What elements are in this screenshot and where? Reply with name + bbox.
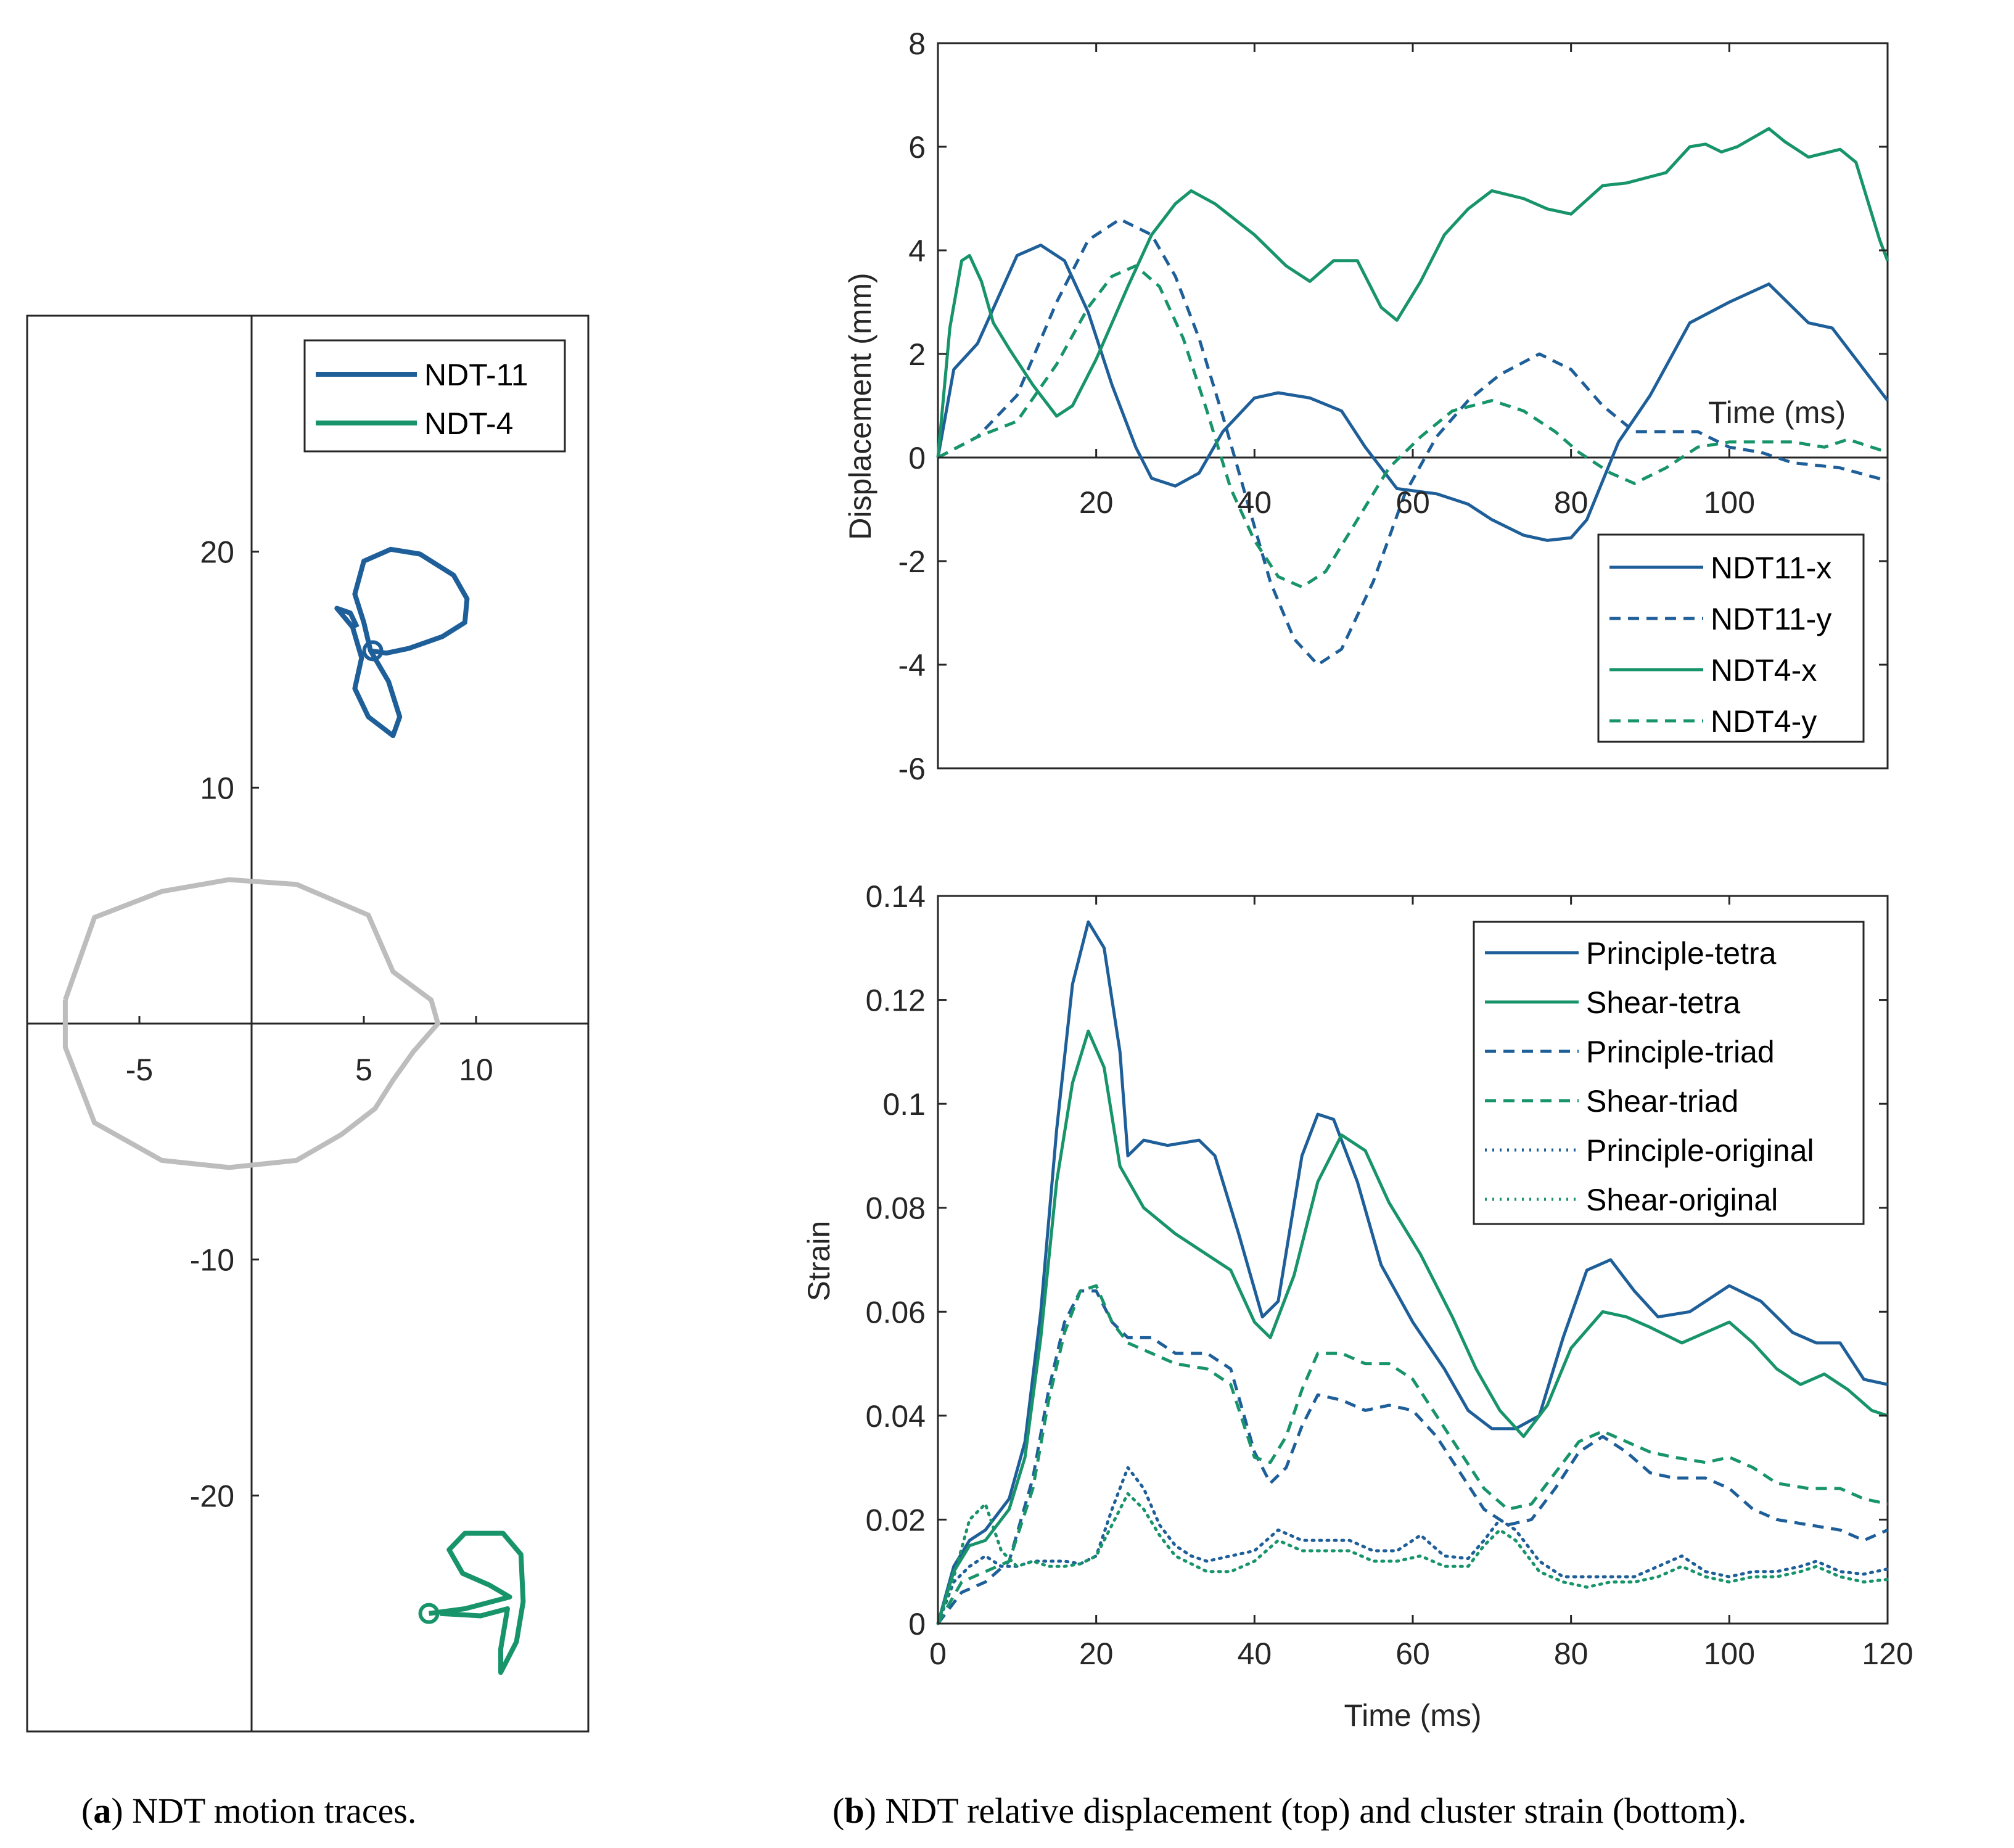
series-line-shear-triad <box>936 1284 1888 1625</box>
legend-label-shear-tetra: Shear-tetra <box>1586 985 1740 1020</box>
strain-xlabel: Time (ms) <box>1344 1698 1481 1733</box>
y-tick-label: -6 <box>898 752 926 786</box>
y-tick-label: -2 <box>898 544 926 579</box>
legend-label-shear-original: Shear-original <box>1586 1183 1778 1217</box>
legend-label-principle-triad: Principle-triad <box>1586 1035 1775 1069</box>
x-tick-label: 0 <box>929 1637 947 1671</box>
y-tick-label: 0.04 <box>866 1399 926 1434</box>
start-marker-ndt-11 <box>362 640 384 662</box>
strain-chart: 0 20 40 60 80 100 120 0 0.02 0.04 0.06 0.08 0.1 0.12 0… <box>802 879 1913 1733</box>
series-line-outline <box>62 877 441 1170</box>
legend-label-ndt-11: NDT-11 <box>424 358 528 392</box>
series-line-ndt-11 <box>334 546 470 739</box>
start-marker-ndt-4 <box>418 1603 440 1624</box>
x-tick-label: 60 <box>1395 485 1430 520</box>
caption-b: (b) NDT relative displacement (top) and … <box>832 1791 1746 1831</box>
series-line-ndt11-y <box>937 218 1888 667</box>
x-tick-label: 120 <box>1862 1637 1913 1671</box>
series-line-ndt-4 <box>429 1530 526 1675</box>
y-tick-label: 8 <box>908 27 926 61</box>
series-line-principle-triad <box>937 1289 1888 1625</box>
legend-label-principle-tetra: Principle-tetra <box>1586 936 1777 971</box>
x-tick-label: 20 <box>1079 1637 1114 1671</box>
y-tick-label: 0.02 <box>866 1503 926 1537</box>
x-tick-label: 80 <box>1554 1637 1589 1671</box>
y-tick-label: 0.14 <box>866 879 926 914</box>
series-line-shear-tetra <box>936 1029 1888 1624</box>
y-tick-label: 20 <box>200 535 234 570</box>
displacement-legend: NDT11-x NDT11-y NDT4-x NDT4-y <box>1597 533 1865 743</box>
legend-label-ndt-4: NDT-4 <box>424 406 513 441</box>
x-tick-label: 5 <box>355 1053 372 1087</box>
series-line-ndt4-x <box>936 127 1889 458</box>
y-tick-label: -4 <box>898 648 926 683</box>
x-tick-label: 40 <box>1238 485 1272 520</box>
legend-box <box>303 339 566 453</box>
strain-ylabel: Strain <box>802 1221 836 1302</box>
x-tick-label: 100 <box>1704 485 1755 520</box>
legend-box <box>1597 533 1865 743</box>
y-tick-label: 0.1 <box>882 1087 926 1122</box>
x-tick-label: 40 <box>1238 1637 1272 1671</box>
legend-label-ndt11-y: NDT11-y <box>1711 602 1831 636</box>
series-line-ndt4-y <box>937 264 1888 589</box>
motion-traces-legend: NDT-11 NDT-4 <box>303 339 566 453</box>
legend-label-ndt4-y: NDT4-y <box>1711 704 1817 739</box>
legend-label-principle-original: Principle-original <box>1586 1133 1814 1168</box>
y-tick-label: 4 <box>908 234 926 268</box>
strain-legend: Principle-tetra Shear-tetra Principle-tria… <box>1473 921 1865 1225</box>
y-tick-label: 0 <box>908 1607 926 1641</box>
displacement-ylabel: Displacement (mm) <box>843 273 878 540</box>
legend-box <box>1473 921 1865 1225</box>
series-line-ndt11-x <box>936 244 1889 542</box>
x-tick-label: 100 <box>1704 1637 1755 1671</box>
legend-label-ndt11-x: NDT11-x <box>1711 551 1831 585</box>
y-tick-label: 2 <box>908 337 926 372</box>
y-tick-label: 10 <box>200 771 234 805</box>
y-tick-label: 0 <box>908 441 926 475</box>
series-line-shear-original <box>936 1492 1889 1625</box>
displacement-chart: 20 40 60 80 100 -6 -4 -2 0 2 4 6 8 Time (ms) Displac… <box>843 27 1889 786</box>
displacement-xlabel: Time (ms) <box>1708 395 1846 430</box>
y-tick-label: -20 <box>190 1479 234 1513</box>
y-tick-label: 0.08 <box>866 1191 926 1226</box>
series-line-principle-original <box>936 1466 1889 1625</box>
x-tick-label: -5 <box>126 1053 153 1087</box>
x-tick-label: 20 <box>1079 485 1114 520</box>
y-tick-label: 0.12 <box>866 984 926 1018</box>
y-tick-label: 6 <box>908 130 926 165</box>
x-tick-label: 80 <box>1554 485 1589 520</box>
series-line-principle-tetra <box>936 920 1888 1624</box>
motion-traces-chart: -5 5 10 -20 -10 10 20 NDT-11 NDT-4 <box>26 314 590 1733</box>
y-tick-label: 0.06 <box>866 1295 926 1329</box>
x-tick-label: 60 <box>1395 1637 1430 1671</box>
legend-label-ndt4-x: NDT4-x <box>1711 653 1817 688</box>
y-tick-label: -10 <box>190 1243 234 1278</box>
x-tick-label: 10 <box>459 1053 493 1087</box>
legend-label-shear-triad: Shear-triad <box>1586 1084 1738 1119</box>
caption-a: (a) NDT motion traces. <box>81 1791 416 1831</box>
